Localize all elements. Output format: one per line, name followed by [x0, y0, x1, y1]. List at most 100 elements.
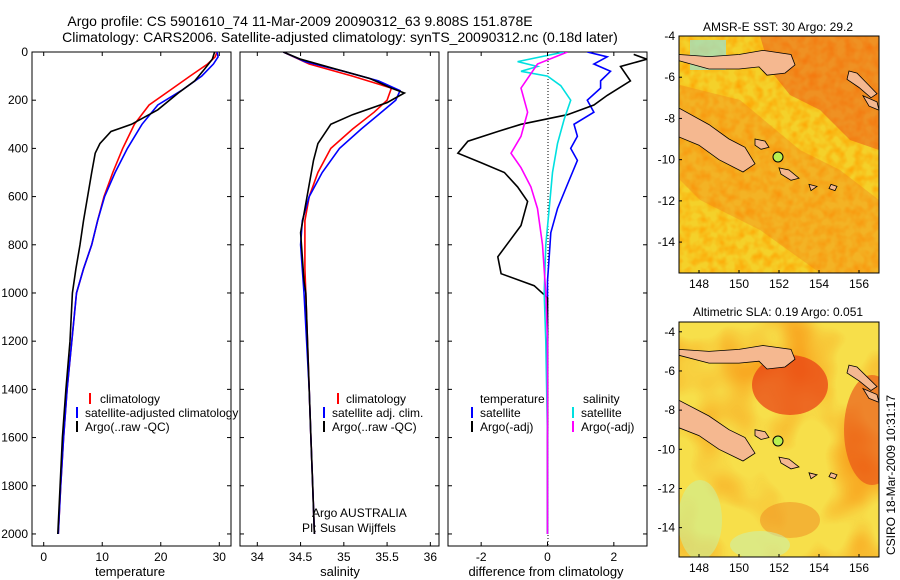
land-polygon	[679, 107, 756, 173]
series-line-argo-raw-qc-	[57, 52, 216, 535]
lat-tick-label: -8	[664, 403, 675, 417]
lon-tick-label: 150	[729, 561, 749, 575]
sst-map-field	[679, 36, 879, 273]
land-polygon	[828, 472, 838, 480]
x-tick-label: 36	[424, 550, 438, 564]
salinity-panel: 34 34.5 35 35.5 36 salinity climatology sate…	[239, 51, 440, 579]
x-tick-label: 0	[40, 550, 47, 564]
x-tick-label: 34.5	[289, 550, 313, 564]
y-tick-label: 1400	[1, 382, 28, 396]
series-line-climatology	[57, 52, 218, 535]
argo-program-annotation: Argo AUSTRALIA	[312, 506, 407, 520]
land-polygon	[754, 138, 770, 150]
sla-low-southwest	[679, 480, 722, 557]
lon-tick-label: 156	[849, 277, 869, 291]
x-tick-label: 20	[154, 550, 168, 564]
sla-map-title: Altimetric SLA: 0.19 Argo: 0.051	[693, 305, 863, 319]
x-tick-label: 35.5	[375, 550, 399, 564]
salinity-plot-frame	[239, 51, 440, 547]
salinity-curves	[282, 52, 407, 535]
land-polygon	[846, 364, 878, 391]
temperature-curves	[57, 52, 219, 535]
lat-tick-label: -6	[664, 70, 675, 84]
series-line-temperature-satellite	[546, 52, 612, 534]
lon-tick-label: 152	[769, 561, 789, 575]
temperature-panel: 0 10 20 30 0 200 400 600 800 1000 1200 1400 1600 1800…	[1, 45, 238, 579]
sla-float-marker	[772, 435, 784, 447]
sla-high-south	[760, 502, 820, 538]
figure-title-line2: Climatology: CARS2006. Satellite-adjuste…	[62, 29, 618, 45]
salinity-axis-label: salinity	[320, 564, 360, 579]
x-tick-label: 0	[544, 550, 551, 564]
y-tick-label: 2000	[1, 527, 28, 541]
land-polygon	[862, 94, 879, 111]
series-line-salinity-satellite	[517, 52, 572, 534]
series-line-temperature-argo-adj-	[456, 53, 647, 534]
y-tick-label: 1000	[1, 286, 28, 300]
lon-tick-label: 150	[729, 277, 749, 291]
land-polygon	[679, 49, 796, 76]
sla-low-south	[730, 531, 790, 557]
land-polygon	[679, 399, 756, 462]
lat-tick-label: -8	[664, 111, 675, 125]
difference-legend: temperature satellite Argo(-adj) salinit…	[471, 392, 634, 434]
lat-tick-label: -14	[658, 521, 676, 535]
series-line-salinity-argo-adj-	[510, 52, 568, 534]
legend-climatology-label: climatology	[100, 392, 160, 406]
lat-tick-label: -10	[658, 442, 676, 456]
legend-sal-argo-label: Argo(-adj)	[581, 420, 634, 434]
sla-high-east	[844, 375, 879, 485]
lat-tick-label: -12	[658, 194, 676, 208]
y-tick-label: 1800	[1, 479, 28, 493]
land-polygon	[778, 456, 800, 470]
legend-satellite-label: satellite-adjusted climatology	[85, 406, 238, 420]
sst-land	[679, 49, 879, 192]
salinity-legend: climatology satellite adj. clim. Argo(..…	[323, 392, 423, 434]
land-polygon	[778, 167, 800, 181]
land-polygon	[754, 429, 770, 440]
x-tick-label: 30	[213, 550, 227, 564]
land-polygon	[828, 183, 838, 192]
series-line-satellite-adj-clim-	[282, 52, 402, 535]
pi-annotation: PI: Susan Wijffels	[302, 521, 396, 535]
x-tick-label: 34	[251, 550, 265, 564]
y-tick-label: 1200	[1, 334, 28, 348]
series-line-satellite-adjusted-climatology	[57, 52, 219, 535]
lat-tick-label: -6	[664, 364, 675, 378]
sla-map-panel: Altimetric SLA: 0.19 Argo: 0.051 148 150 1…	[658, 305, 880, 575]
lon-tick-label: 154	[809, 277, 829, 291]
land-polygon	[808, 472, 818, 480]
series-line-climatology	[282, 52, 393, 535]
lat-tick-label: -4	[664, 325, 675, 339]
lon-tick-label: 154	[809, 561, 829, 575]
lat-tick-label: -4	[664, 29, 675, 43]
sst-map-axes: 148 150 152 154 156 -4 -6 -8 -10 -12 -14	[658, 29, 870, 291]
temperature-legend: climatology satellite-adjusted climatolo…	[76, 392, 238, 434]
figure-title-line1: Argo profile: CS 5901610_74 11-Mar-2009 …	[67, 13, 532, 29]
sst-float-marker	[772, 151, 784, 163]
land-polygon	[862, 387, 879, 403]
sst-map-panel: AMSR-E SST: 30 Argo: 29.2 148 150 152 154 15…	[658, 20, 880, 291]
x-tick-label: -2	[476, 550, 487, 564]
difference-curves	[456, 52, 647, 534]
legend-temperature-heading: temperature	[480, 392, 545, 406]
legend-salinity-heading: salinity	[583, 392, 620, 406]
x-tick-label: 10	[96, 550, 110, 564]
temperature-axis-label: temperature	[95, 564, 165, 579]
legend-temp-satellite-label: satellite	[480, 406, 521, 420]
salinity-axis: 34 34.5 35 35.5 36	[240, 51, 439, 564]
land-polygon	[846, 70, 878, 99]
lon-tick-label: 156	[849, 561, 869, 575]
y-tick-label: 1600	[1, 431, 28, 445]
x-tick-label: 2	[610, 550, 617, 564]
difference-axis: -2 0 2	[448, 51, 647, 564]
y-tick-label: 0	[21, 45, 28, 59]
sst-map-title: AMSR-E SST: 30 Argo: 29.2	[703, 20, 853, 34]
difference-panel: -2 0 2 difference from climatology tempera…	[447, 51, 648, 579]
timestamp-side-label: CSIRO 18-Mar-2009 10:31:17	[884, 395, 898, 555]
series-line-argo-raw-qc-	[282, 52, 407, 535]
lon-tick-label: 148	[689, 277, 709, 291]
sla-map-field	[679, 322, 879, 557]
lon-tick-label: 152	[769, 277, 789, 291]
